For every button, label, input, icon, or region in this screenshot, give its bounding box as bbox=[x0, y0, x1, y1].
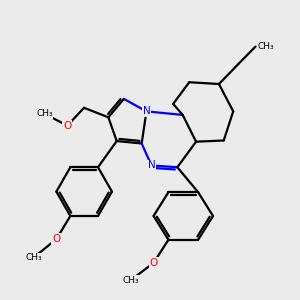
Text: N: N bbox=[142, 106, 150, 116]
Text: CH₃: CH₃ bbox=[25, 253, 42, 262]
Text: O: O bbox=[52, 234, 61, 244]
Text: N: N bbox=[148, 160, 155, 170]
Text: CH₃: CH₃ bbox=[36, 109, 53, 118]
Text: CH₃: CH₃ bbox=[122, 276, 139, 285]
Text: O: O bbox=[149, 258, 158, 268]
Text: CH₃: CH₃ bbox=[257, 42, 274, 51]
Text: methoxy: methoxy bbox=[40, 112, 46, 114]
Text: O: O bbox=[63, 121, 71, 130]
